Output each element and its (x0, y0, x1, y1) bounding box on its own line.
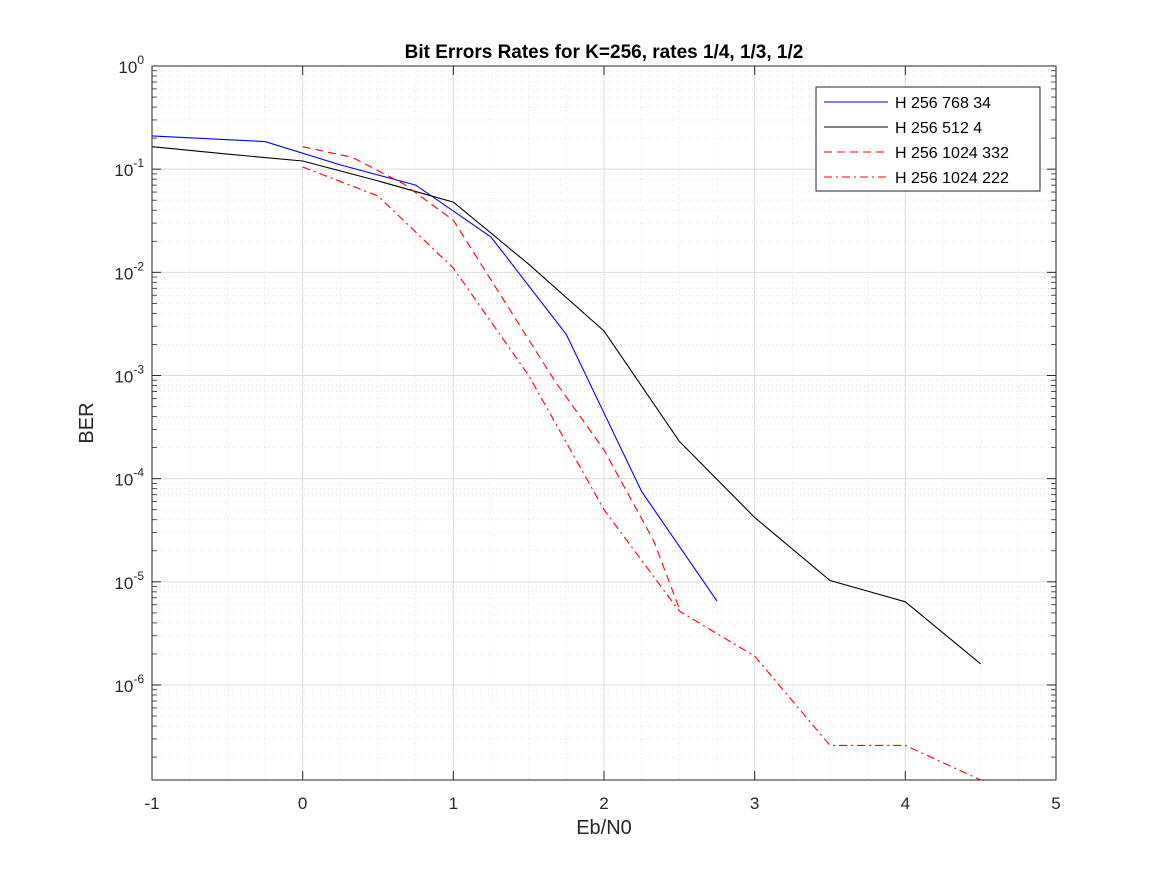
series-line-4 (302, 166, 1056, 781)
x-tick-label: 1 (449, 794, 458, 813)
y-tick-label: 10-3 (114, 363, 144, 387)
legend-box (815, 86, 1041, 192)
y-axis-label: BER (76, 402, 98, 443)
y-tick-labels: 100 10-1 10-2 10-3 10-4 10-5 10-6 (114, 53, 144, 696)
chart-title: Bit Errors Rates for K=256, rates 1/4, 1… (405, 42, 804, 63)
y-tick-label: 10-2 (114, 259, 144, 283)
legend-label-4: H 256 1024 222 (895, 170, 1009, 187)
y-tick-label: 10-5 (114, 569, 144, 593)
y-tick-label: 10-4 (114, 466, 144, 490)
series-layer (151, 135, 1056, 781)
y-tick-label: 100 (118, 53, 144, 77)
x-tick-label: 5 (1051, 794, 1060, 813)
tick-marks (151, 65, 1057, 780)
y-tick-label: 10-6 (114, 672, 144, 696)
x-tick-label: -1 (144, 794, 159, 813)
x-tick-label: 0 (298, 794, 307, 813)
x-tick-labels: -1 0 1 2 3 4 5 (144, 794, 1060, 813)
x-axis-label: Eb/N0 (576, 817, 632, 839)
series-line-3 (302, 146, 680, 609)
legend-label-3: H 256 1024 332 (895, 145, 1009, 162)
x-tick-label: 3 (750, 794, 759, 813)
x-tick-label: 2 (599, 794, 608, 813)
legend-label-1: H 256 768 34 (895, 95, 991, 112)
series-line-1 (151, 135, 718, 602)
x-tick-label: 4 (901, 794, 910, 813)
series-line-2 (151, 146, 982, 665)
legend-label-2: H 256 512 4 (895, 120, 982, 137)
legend: H 256 768 34 H 256 512 4 H 256 1024 332 H 2… (815, 86, 1041, 192)
y-tick-label: 10-1 (114, 156, 144, 180)
